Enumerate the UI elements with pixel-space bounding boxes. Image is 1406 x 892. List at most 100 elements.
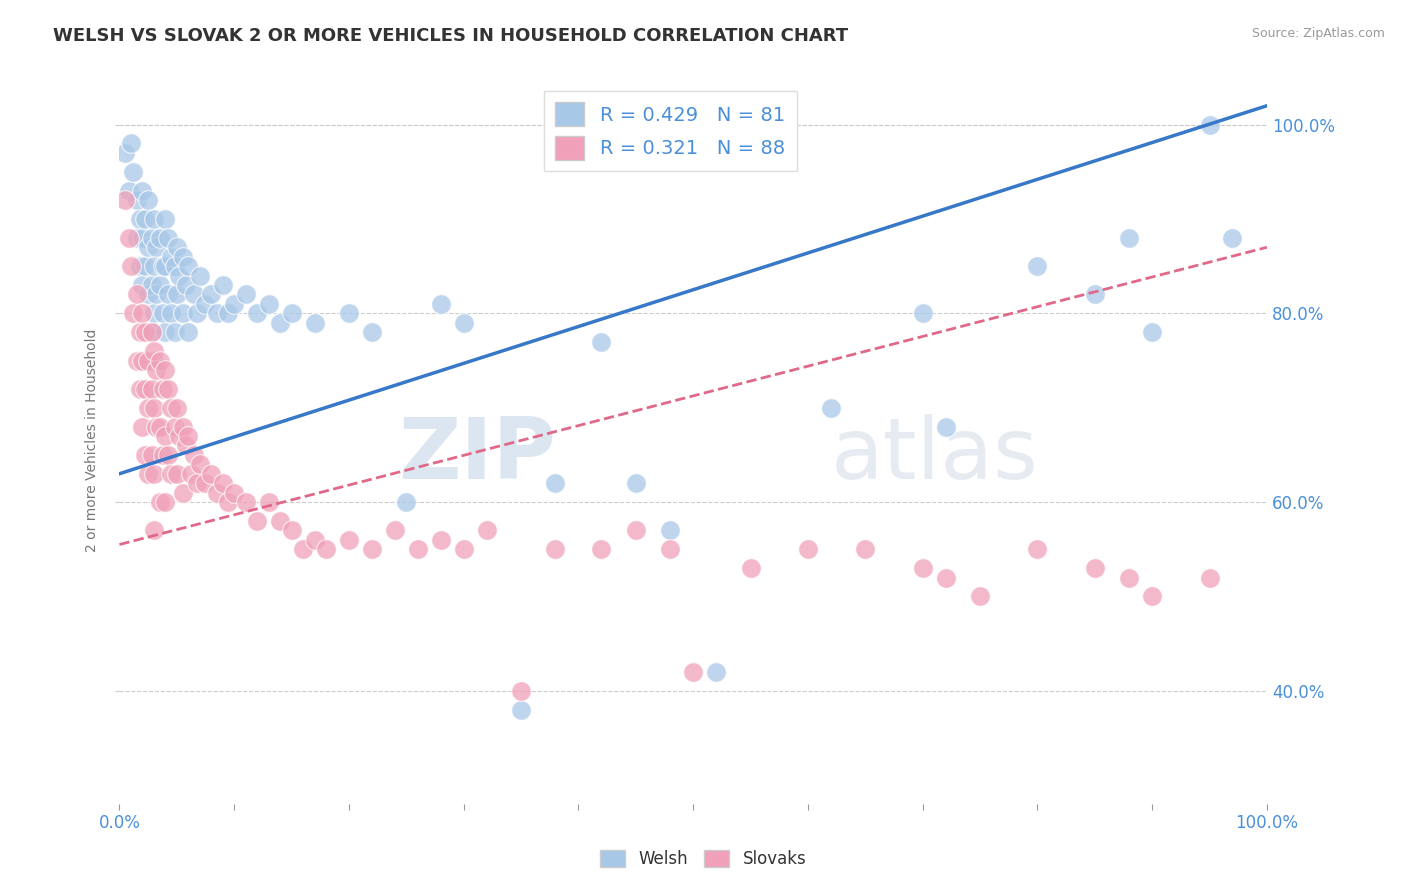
Point [304, 533, 326, 547]
Point [149, 495, 172, 509]
Point [155, 211, 177, 226]
Point [160, 401, 183, 415]
Point [166, 401, 188, 415]
Point [429, 533, 451, 547]
Point [453, 542, 475, 557]
Point [141, 382, 163, 396]
Point [246, 306, 269, 320]
Point [205, 485, 228, 500]
Point [122, 306, 145, 320]
Point [183, 448, 205, 462]
Point [315, 542, 337, 557]
Point [145, 240, 167, 254]
Point [125, 353, 148, 368]
Point [257, 495, 280, 509]
Point [129, 211, 152, 226]
Point [820, 401, 842, 415]
Point [853, 542, 876, 557]
Point [911, 561, 934, 575]
Point [174, 438, 197, 452]
Point [544, 542, 567, 557]
Text: Source: ZipAtlas.com: Source: ZipAtlas.com [1251, 27, 1385, 40]
Point [246, 514, 269, 528]
Point [429, 297, 451, 311]
Point [125, 287, 148, 301]
Point [156, 231, 179, 245]
Point [180, 467, 202, 481]
Point [131, 278, 153, 293]
Point [337, 306, 360, 320]
Point [624, 476, 647, 491]
Point [280, 524, 302, 538]
Point [149, 231, 172, 245]
Point [131, 184, 153, 198]
Point [142, 467, 165, 481]
Point [134, 325, 156, 339]
Point [194, 297, 217, 311]
Point [129, 325, 152, 339]
Point [1026, 259, 1049, 273]
Text: WELSH VS SLOVAK 2 OR MORE VEHICLES IN HOUSEHOLD CORRELATION CHART: WELSH VS SLOVAK 2 OR MORE VEHICLES IN HO… [53, 27, 849, 45]
Point [1118, 570, 1140, 584]
Point [211, 476, 233, 491]
Point [114, 145, 136, 160]
Point [136, 240, 159, 254]
Point [172, 485, 194, 500]
Point [211, 278, 233, 293]
Point [122, 165, 145, 179]
Point [141, 278, 163, 293]
Point [142, 211, 165, 226]
Point [292, 542, 315, 557]
Point [1140, 590, 1163, 604]
Point [142, 524, 165, 538]
Point [131, 306, 153, 320]
Point [155, 325, 177, 339]
Point [156, 448, 179, 462]
Point [224, 485, 246, 500]
Point [114, 193, 136, 207]
Point [172, 419, 194, 434]
Point [149, 353, 172, 368]
Point [183, 287, 205, 301]
Point [186, 306, 208, 320]
Point [200, 287, 222, 301]
Point [188, 458, 211, 472]
Point [740, 561, 762, 575]
Point [177, 325, 200, 339]
Point [145, 363, 167, 377]
Point [659, 542, 682, 557]
Point [217, 495, 239, 509]
Point [200, 467, 222, 481]
Point [142, 306, 165, 320]
Point [136, 193, 159, 207]
Point [257, 297, 280, 311]
Point [120, 259, 142, 273]
Point [145, 419, 167, 434]
Point [235, 495, 257, 509]
Point [1198, 118, 1220, 132]
Point [141, 448, 163, 462]
Point [156, 382, 179, 396]
Point [131, 231, 153, 245]
Point [134, 448, 156, 462]
Point [1118, 231, 1140, 245]
Point [160, 467, 183, 481]
Point [911, 306, 934, 320]
Point [280, 306, 302, 320]
Point [131, 419, 153, 434]
Point [160, 306, 183, 320]
Text: ZIP: ZIP [398, 414, 555, 497]
Point [360, 542, 382, 557]
Point [186, 476, 208, 491]
Point [152, 259, 174, 273]
Point [136, 287, 159, 301]
Point [384, 524, 406, 538]
Point [145, 287, 167, 301]
Point [142, 401, 165, 415]
Point [1222, 231, 1244, 245]
Point [163, 325, 186, 339]
Point [163, 419, 186, 434]
Point [395, 495, 418, 509]
Point [475, 524, 498, 538]
Point [172, 250, 194, 264]
